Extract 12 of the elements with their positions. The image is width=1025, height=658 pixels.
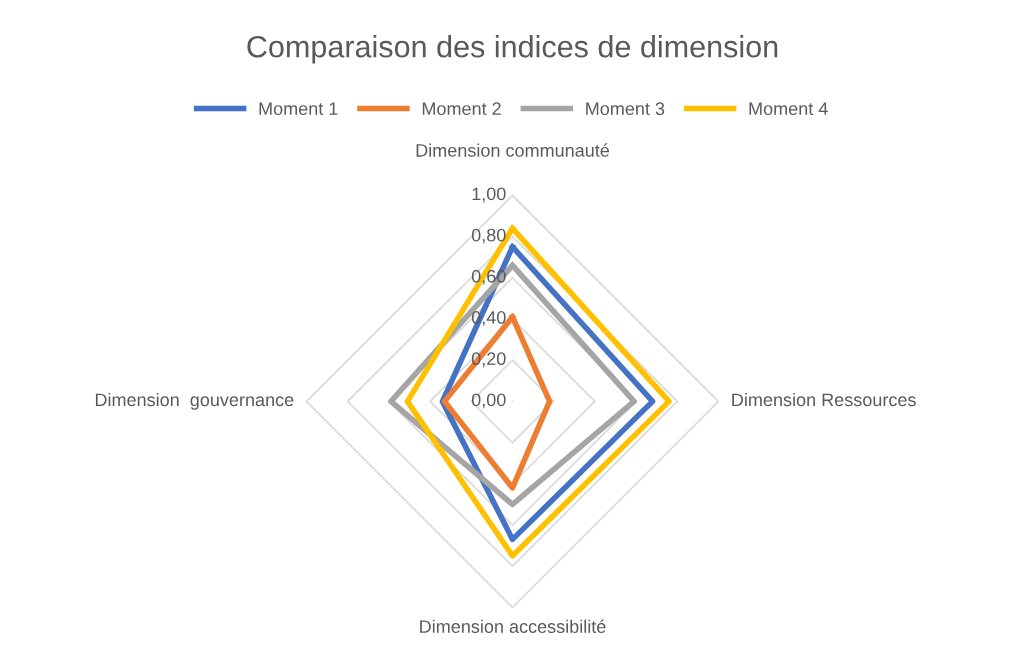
spoke-label: Dimension communauté <box>416 143 610 157</box>
chart-title: Comparaison des indices de dimension <box>247 35 778 64</box>
legend-label: Moment 1 <box>259 102 338 116</box>
y-tick-label: 0,00 <box>471 393 506 409</box>
legend-label: Moment 4 <box>749 102 828 116</box>
y-tick-label: 0,80 <box>471 228 506 244</box>
spoke-label: Dimension Ressources <box>732 392 916 407</box>
spoke-label: Dimension gouvernance <box>95 392 294 410</box>
legend-label: Moment 2 <box>422 102 501 116</box>
spoke-label: Dimension accessibilité <box>420 619 606 633</box>
y-tick-label: 1,00 <box>472 187 506 203</box>
legend-label: Moment 3 <box>586 102 665 116</box>
